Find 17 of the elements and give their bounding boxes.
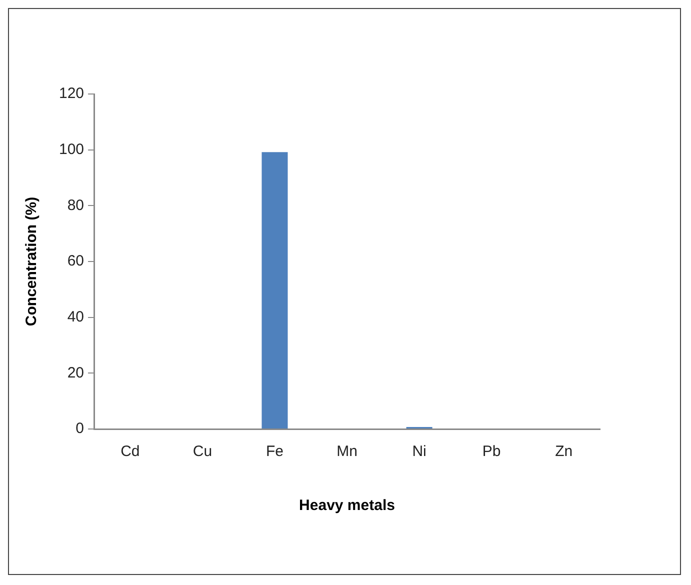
y-tick-label: 60 (67, 252, 84, 270)
y-tick-label: 100 (58, 140, 84, 158)
y-tick-label: 20 (67, 364, 84, 382)
y-tick-label: 40 (67, 308, 84, 326)
y-tick-label: 0 (76, 420, 84, 438)
x-tick-label: Mn (336, 443, 358, 460)
y-tick-label: 80 (67, 196, 84, 214)
x-tick-label: Cd (120, 443, 140, 460)
y-tick-label: 120 (58, 85, 84, 102)
x-tick-label: Ni (412, 443, 426, 460)
x-tick-label: Fe (266, 443, 284, 460)
x-tick-label: Pb (482, 443, 501, 460)
x-tick-label: Zn (555, 443, 573, 460)
x-axis-title: Heavy metals (299, 497, 395, 514)
x-tick-label: Cu (192, 443, 212, 460)
y-axis-title: Concentration (%) (23, 196, 40, 326)
frame: Heavy metals Concentration (%) Cd Cu Fe Mn Ni Pb Zn 0 20 40 60 80 100 120 (8, 8, 681, 575)
